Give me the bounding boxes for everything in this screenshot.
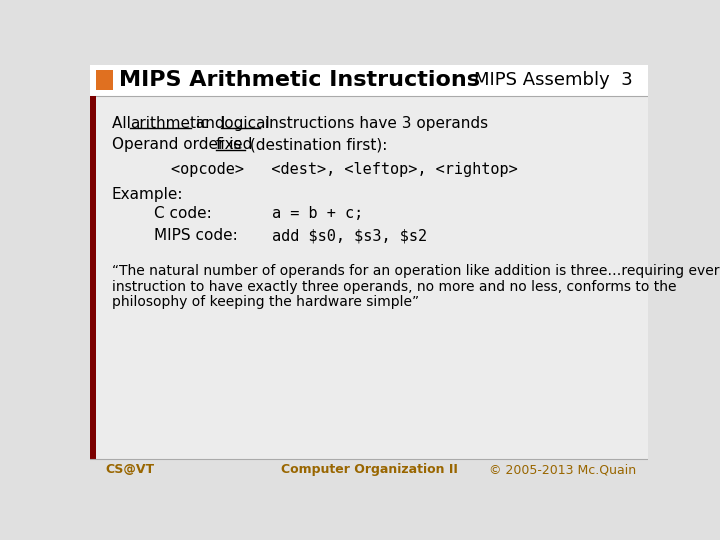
Text: a = b + c;: a = b + c; (272, 206, 364, 221)
Text: Computer Organization II: Computer Organization II (281, 463, 457, 476)
Text: © 2005-2013 Mc.Quain: © 2005-2013 Mc.Quain (490, 463, 636, 476)
Text: arithmetic: arithmetic (130, 116, 209, 131)
FancyBboxPatch shape (90, 65, 648, 96)
Text: MIPS Arithmetic Instructions: MIPS Arithmetic Instructions (120, 70, 480, 90)
Text: C code:: C code: (153, 206, 211, 221)
Text: MIPS code:: MIPS code: (153, 228, 238, 243)
Text: logical: logical (221, 116, 271, 131)
Text: instructions have 3 operands: instructions have 3 operands (259, 116, 487, 131)
Text: MIPS Assembly  3: MIPS Assembly 3 (474, 71, 632, 89)
Text: <opcode>   <dest>, <leftop>, <rightop>: <opcode> <dest>, <leftop>, <rightop> (171, 162, 518, 177)
FancyBboxPatch shape (90, 96, 96, 459)
Text: (destination first):: (destination first): (245, 137, 387, 152)
Text: CS@VT: CS@VT (106, 463, 155, 476)
Text: and: and (191, 116, 230, 131)
Text: Example:: Example: (112, 187, 183, 201)
Text: add $s0, $s3, $s2: add $s0, $s3, $s2 (272, 228, 427, 243)
Text: All: All (112, 116, 135, 131)
Text: “The natural number of operands for an operation like addition is three…requirin: “The natural number of operands for an o… (112, 264, 720, 278)
FancyBboxPatch shape (96, 70, 113, 90)
Text: philosophy of keeping the hardware simple”: philosophy of keeping the hardware simpl… (112, 295, 419, 309)
FancyBboxPatch shape (96, 96, 648, 459)
Text: fixed: fixed (216, 137, 253, 152)
Text: Operand order is: Operand order is (112, 137, 246, 152)
Text: instruction to have exactly three operands, no more and no less, conforms to the: instruction to have exactly three operan… (112, 280, 676, 294)
